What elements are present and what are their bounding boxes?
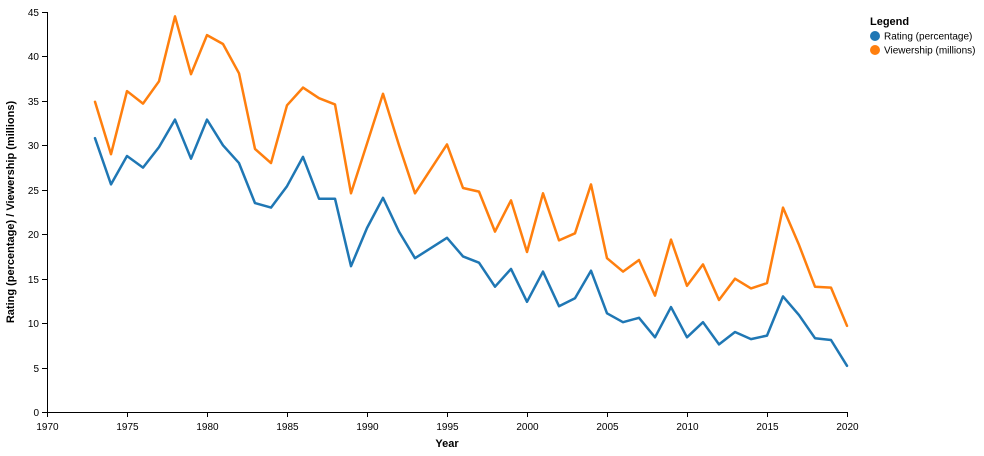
x-tick-label: 2000 xyxy=(516,422,539,433)
legend-title: Legend xyxy=(870,16,909,28)
x-axis-title: Year xyxy=(435,438,459,450)
y-tick-label: 10 xyxy=(28,319,40,330)
x-tick-label: 1985 xyxy=(276,422,299,433)
x-tick-label: 2005 xyxy=(596,422,619,433)
x-tick-label: 2015 xyxy=(756,422,779,433)
x-tick-label: 2010 xyxy=(676,422,699,433)
x-tick-label: 1970 xyxy=(36,422,59,433)
y-axis-title: Rating (percentage) / Viewership (millio… xyxy=(5,101,17,324)
y-tick-label: 0 xyxy=(33,408,39,419)
legend-label: Viewership (millions) xyxy=(884,46,976,57)
y-tick-label: 20 xyxy=(28,230,40,241)
x-tick-label: 1995 xyxy=(436,422,459,433)
legend-label: Rating (percentage) xyxy=(884,32,972,43)
legend-swatch xyxy=(870,45,880,55)
x-tick-label: 2020 xyxy=(836,422,859,433)
axes-layer: 1970 1975 1980 1985 1990 1995 2000 2005 2010 2015… xyxy=(28,8,859,433)
series-layer xyxy=(93,15,849,368)
x-tick-label: 1975 xyxy=(116,422,139,433)
x-tick-label: 1990 xyxy=(356,422,379,433)
y-tick-label: 40 xyxy=(28,52,40,63)
y-tick-label: 25 xyxy=(28,186,40,197)
legend-items: Rating (percentage) Viewership (millions) xyxy=(870,31,976,57)
x-tick-label: 1980 xyxy=(196,422,219,433)
series-line-viewership xyxy=(93,15,849,328)
x-axis-ticks: 1970 1975 1980 1985 1990 1995 2000 2005 2010 2015… xyxy=(36,412,859,433)
legend-swatch xyxy=(870,31,880,41)
y-tick-label: 5 xyxy=(33,364,39,375)
y-tick-label: 15 xyxy=(28,275,40,286)
legend: Legend Rating (percentage) Viewership (mi… xyxy=(870,16,976,57)
series-line-rating xyxy=(93,118,849,368)
y-axis-ticks: 0 5 10 15 20 25 30 35 40 45 xyxy=(28,8,47,419)
y-tick-label: 45 xyxy=(28,8,40,19)
y-tick-label: 30 xyxy=(28,141,40,152)
y-tick-label: 35 xyxy=(28,97,40,108)
